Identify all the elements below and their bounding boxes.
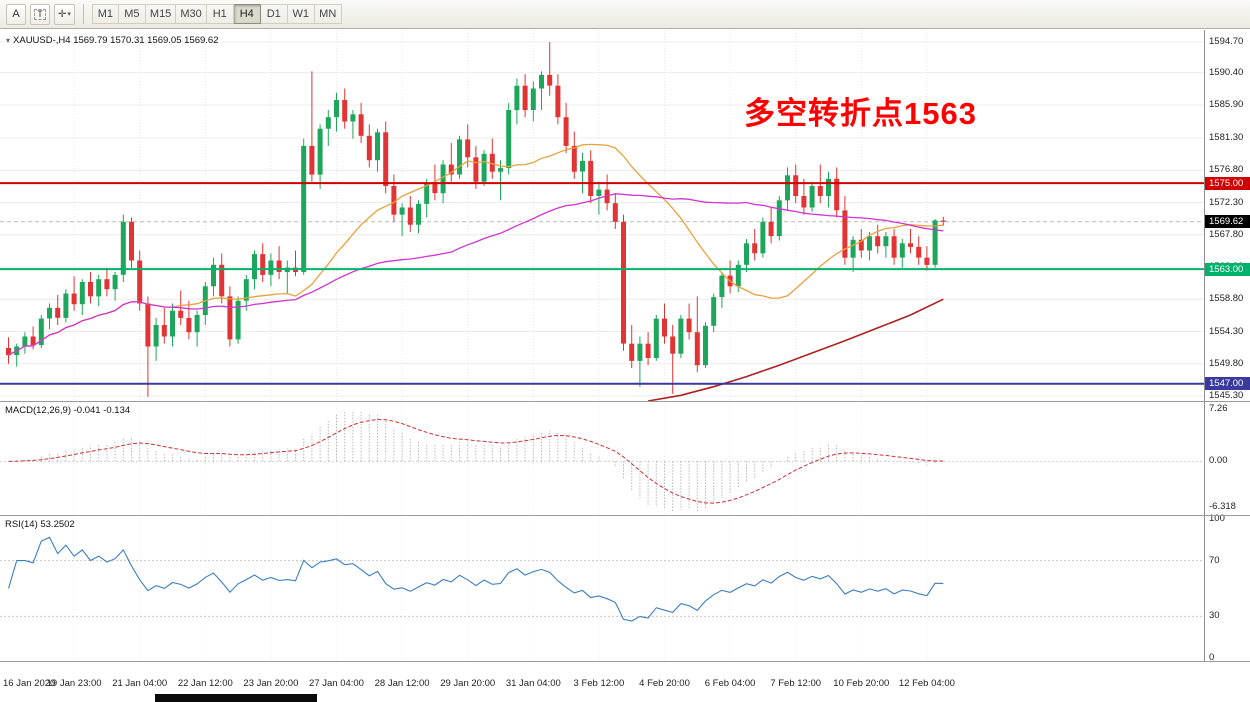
price-tick-label: 1545.30 [1209,390,1244,401]
time-axis-label: 23 Jan 20:00 [243,678,299,689]
price-tick-label: 1585.90 [1209,99,1244,110]
tf-h4[interactable]: H4 [233,4,261,24]
rsi-axis-label: 100 [1209,512,1225,524]
text-tool-icon: T [34,8,46,20]
trend-ma-line [647,298,944,401]
rsi-axis-label: 70 [1209,554,1220,566]
crosshair-tool-button[interactable]: ✛ ▾ [54,3,75,25]
rsi-chart-canvas[interactable] [0,516,1204,661]
macd-label: MACD(12,26,9) -0.041 -0.134 [5,405,131,416]
macd-chart-canvas[interactable] [0,402,1204,515]
macd-histogram [16,410,944,512]
macd-panel: MACD(12,26,9) -0.041 -0.134 [0,402,1204,515]
tf-mn[interactable]: MN [314,4,342,24]
time-axis-label: 28 Jan 12:00 [374,678,430,689]
time-axis-label: 6 Feb 04:00 [704,678,756,689]
panel-separator[interactable] [0,515,1250,516]
trend-annotation: 多空转折点1563 [744,96,977,131]
panel-separator [0,661,1250,662]
tf-h1[interactable]: H1 [206,4,234,24]
hline-price-tag: 1563.00 [1205,262,1250,276]
price-tick-label: 1581.30 [1209,132,1244,143]
chart-ohlc-title: XAUUSD-,H4 1569.79 1570.31 1569.05 1569.… [13,35,219,46]
time-axis-label: 29 Jan 20:00 [440,678,496,689]
time-axis-label: 12 Feb 04:00 [898,678,955,689]
tf-m5[interactable]: M5 [118,4,146,24]
rsi-panel: RSI(14) 53.2502 [0,516,1204,661]
time-axis-label: 4 Feb 20:00 [639,678,690,689]
hline-price-tag: 1547.00 [1205,377,1250,391]
panel-separator[interactable] [0,401,1250,402]
rsi-axis-label: 0 [1209,652,1215,664]
time-axis-label: 16 Jan 2020 [3,678,56,689]
rsi-label: RSI(14) 53.2502 [5,519,75,530]
price-tick-label: 1558.80 [1209,293,1244,305]
macd-signal-line [8,418,944,504]
tf-d1[interactable]: D1 [260,4,288,24]
crosshair-icon: ✛ [58,8,67,20]
price-tick-label: 1572.30 [1209,196,1244,208]
time-axis-label: 7 Feb 12:00 [770,678,822,689]
hline-price-tag: 1575.00 [1205,176,1250,190]
time-axis-label: 3 Feb 12:00 [573,678,625,689]
chart-title: ▾ XAUUSD-,H4 1569.79 1570.31 1569.05 1569… [6,35,218,46]
rsi-line [7,536,944,622]
price-chart-panel: ▾ XAUUSD-,H4 1569.79 1570.31 1569.05 1569… [0,30,1204,401]
macd-axis-label: 7.26 [1209,403,1228,415]
price-tick-label: 1594.70 [1209,36,1244,47]
time-axis-label: 21 Jan 04:00 [112,678,168,689]
price-chart-canvas[interactable] [0,30,1204,401]
price-tick-label: 1567.80 [1209,228,1244,240]
macd-axis-label: 0.00 [1209,455,1228,467]
tf-m1[interactable]: M1 [91,4,119,24]
ma-slow-magenta [8,193,944,356]
taskbar-fragment [155,694,317,702]
time-axis-label: 10 Feb 20:00 [833,678,890,689]
toolbar: A T ✛ ▾ M1 M5 M15 M30 H1 H4 D1 W1 MN [0,0,1250,29]
price-scale[interactable]: 1594.70 1590.40 1585.90 1581.30 1576.80 1572.… [1204,30,1250,664]
time-axis-label: 22 Jan 12:00 [177,678,233,689]
dropdown-caret-icon: ▾ [67,11,71,18]
tf-m15[interactable]: M15 [145,4,177,24]
text-tool-button[interactable]: T [30,3,50,25]
time-axis-label: 31 Jan 04:00 [505,678,561,689]
time-axis[interactable]: 16 Jan 2020 19 Jan 23:00 21 Jan 04:00 22 Ja… [0,662,1204,689]
toolbar-separator [82,4,84,24]
tf-w1[interactable]: W1 [287,4,315,24]
rsi-axis-label: 30 [1209,610,1220,622]
time-axis-label: 19 Jan 23:00 [46,678,102,689]
collapse-icon: ▾ [6,36,11,45]
time-axis-label: 27 Jan 04:00 [309,678,364,689]
price-tick-label: 1554.30 [1209,325,1244,337]
timeframe-group: M1 M5 M15 M30 H1 H4 D1 W1 MN [91,4,342,24]
tf-m30[interactable]: M30 [176,4,207,24]
price-tick-label: 1590.40 [1209,66,1244,78]
price-tick-label: 1576.80 [1209,164,1244,176]
macd-axis-label: -6.318 [1209,500,1236,512]
cursor-tool-button[interactable]: A [6,3,26,25]
current-price-tag: 1569.62 [1205,215,1250,229]
price-tick-label: 1549.80 [1209,357,1244,369]
